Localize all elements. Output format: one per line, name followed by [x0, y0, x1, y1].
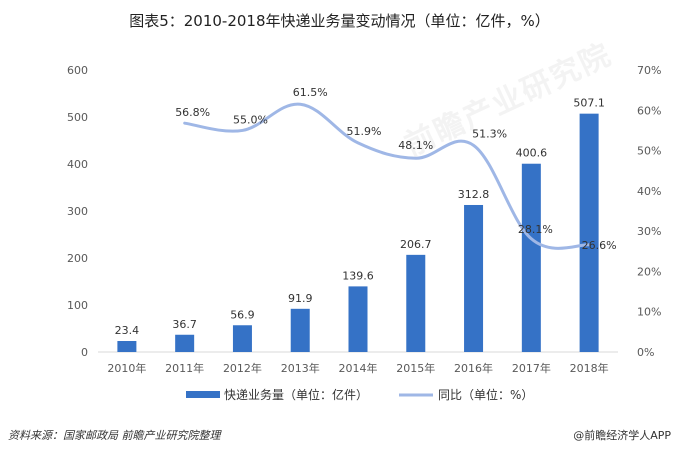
x-tick-label: 2014年: [339, 361, 378, 375]
line-value-label: 48.1%: [398, 139, 433, 152]
right-tick-label: 40%: [637, 185, 661, 198]
right-tick-label: 50%: [637, 145, 661, 158]
bar: [232, 325, 252, 352]
left-axis-ticks: 0 100 200 300 400 500 600: [67, 64, 88, 359]
right-tick-label: 0%: [637, 346, 654, 359]
bar-value-label: 139.6: [342, 269, 374, 282]
line-value-label: 55.0%: [233, 113, 268, 126]
legend-bar-swatch: [186, 391, 220, 398]
x-tick-label: 2011年: [165, 361, 204, 375]
right-axis-ticks: 0% 10% 20% 30% 40% 50% 60% 70%: [637, 64, 661, 359]
legend-line-label: 同比（单位：%）: [438, 387, 533, 402]
legend-bar-label: 快递业务量（单位：亿件）: [224, 387, 368, 402]
bars: [117, 113, 599, 353]
left-tick-label: 400: [67, 158, 88, 171]
bar: [406, 254, 426, 352]
x-tick-label: 2010年: [107, 361, 146, 375]
bar: [117, 341, 137, 352]
x-axis-ticks: 2010年 2011年 2012年 2013年 2014年 2015年 2016年 2017年…: [107, 361, 608, 375]
footer-source: 资料来源：国家邮政局 前瞻产业研究院整理: [8, 429, 221, 442]
legend: 快递业务量（单位：亿件） 同比（单位：%）: [186, 387, 533, 402]
line-value-label: 61.5%: [293, 86, 328, 99]
left-tick-label: 500: [67, 111, 88, 124]
bar-value-label: 36.7: [172, 318, 197, 331]
x-tick-label: 2017年: [512, 361, 551, 375]
bar: [521, 163, 541, 352]
left-tick-label: 0: [81, 346, 88, 359]
bar-value-label: 91.9: [288, 292, 313, 305]
left-tick-label: 100: [67, 299, 88, 312]
bar-value-label: 56.9: [230, 308, 255, 321]
bar: [579, 113, 599, 353]
left-tick-label: 200: [67, 252, 88, 265]
line-labels: 56.8% 55.0% 61.5% 51.9% 48.1% 51.3% 28.1% 26.6%: [175, 86, 616, 252]
x-tick-label: 2018年: [570, 361, 609, 375]
bar: [464, 204, 484, 352]
left-tick-label: 600: [67, 64, 88, 77]
right-tick-label: 10%: [637, 306, 661, 319]
line-value-label: 51.9%: [347, 125, 382, 138]
yoy-line: [183, 102, 591, 250]
bar-value-label: 206.7: [400, 238, 432, 251]
bar-value-label: 400.6: [516, 147, 548, 160]
line-value-label: 51.3%: [472, 127, 507, 140]
chart-title: 图表5：2010-2018年快递业务量变动情况（单位：亿件，%）: [129, 12, 550, 30]
right-tick-label: 30%: [637, 225, 661, 238]
bar-value-label: 507.1: [573, 97, 605, 110]
bar-value-label: 312.8: [458, 188, 490, 201]
line-value-label: 28.1%: [518, 223, 553, 236]
line-value-label: 26.6%: [582, 239, 617, 252]
bar: [290, 308, 310, 352]
x-tick-label: 2013年: [281, 361, 320, 375]
line-value-label: 56.8%: [175, 106, 210, 119]
right-tick-label: 20%: [637, 265, 661, 278]
bar: [348, 286, 368, 352]
right-tick-label: 60%: [637, 104, 661, 117]
footer-brand: @前瞻经济学人APP: [573, 429, 671, 442]
bar: [175, 334, 195, 352]
bar-labels: 23.4 36.7 56.9 91.9 139.6 206.7 312.8 400.6 507.…: [115, 97, 605, 337]
x-tick-label: 2012年: [223, 361, 262, 375]
x-tick-label: 2015年: [396, 361, 435, 375]
bar-value-label: 23.4: [115, 324, 140, 337]
left-tick-label: 300: [67, 205, 88, 218]
x-tick-label: 2016年: [454, 361, 493, 375]
right-tick-label: 70%: [637, 64, 661, 77]
